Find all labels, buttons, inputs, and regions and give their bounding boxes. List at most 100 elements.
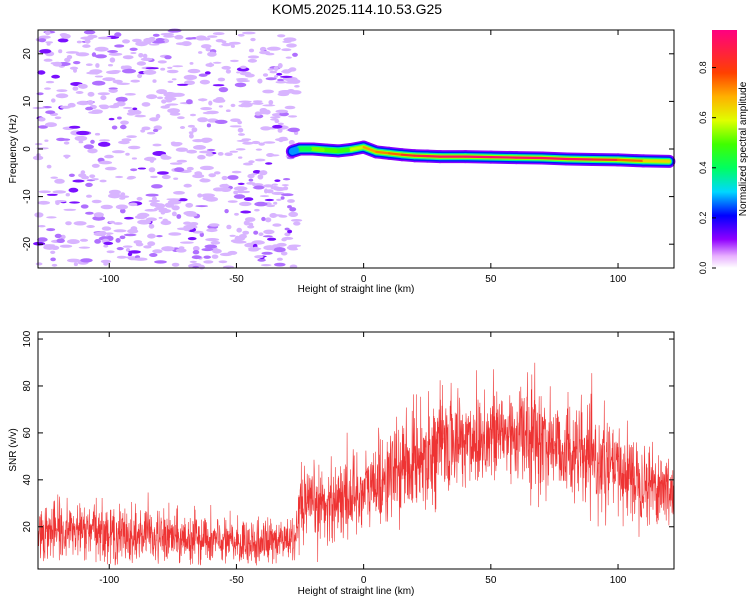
noise-blob: [263, 184, 274, 188]
x-tick-label: 100: [610, 274, 627, 285]
noise-blob: [254, 201, 268, 207]
noise-blob: [143, 245, 152, 249]
noise-blob: [125, 152, 130, 156]
noise-blob: [267, 237, 277, 241]
noise-blob: [122, 245, 133, 248]
noise-blob: [236, 67, 250, 72]
noise-blob: [68, 173, 75, 177]
noise-blob: [205, 63, 215, 67]
y-tick-label: -20: [22, 237, 33, 252]
noise-blob: [108, 63, 113, 67]
noise-blob: [276, 72, 283, 76]
noise-blob: [122, 68, 136, 74]
noise-blob: [91, 199, 102, 204]
noise-blob: [156, 171, 169, 175]
noise-blob: [164, 96, 177, 101]
noise-blob: [225, 69, 231, 74]
noise-blob: [46, 164, 52, 169]
noise-blob: [171, 78, 177, 81]
noise-blob: [251, 101, 264, 105]
noise-blob: [166, 198, 181, 201]
x-tick-label: 0: [361, 575, 367, 586]
noise-blob: [271, 191, 285, 195]
noise-blob: [100, 204, 113, 210]
noise-blob: [77, 84, 86, 88]
noise-blob: [282, 77, 294, 81]
noise-blob: [237, 33, 245, 37]
noise-blob: [117, 116, 122, 120]
noise-blob: [86, 71, 100, 75]
noise-blob: [265, 162, 273, 165]
noise-blob: [280, 196, 285, 200]
noise-blob: [197, 154, 206, 160]
noise-blob: [166, 103, 179, 106]
noise-blob: [38, 225, 46, 228]
noise-blob: [189, 113, 197, 117]
noise-blob: [274, 75, 278, 78]
noise-blob: [95, 63, 100, 68]
noise-blob: [94, 54, 107, 59]
noise-blob: [78, 246, 91, 249]
noise-blob: [56, 89, 68, 92]
noise-blob: [160, 32, 175, 36]
snr-y-label: SNR (v/v): [8, 428, 19, 471]
noise-blob: [236, 227, 242, 233]
noise-blob: [212, 84, 225, 87]
noise-blob: [187, 82, 195, 85]
noise-blob: [187, 68, 201, 74]
y-tick-label: 20: [22, 48, 33, 60]
noise-blob: [293, 221, 301, 226]
noise-blob: [273, 201, 278, 205]
noise-blob: [175, 147, 188, 152]
noise-blob: [240, 210, 252, 214]
noise-blob: [197, 193, 203, 198]
noise-blob: [37, 200, 51, 205]
noise-blob: [145, 193, 159, 197]
noise-blob: [119, 235, 126, 240]
noise-blob: [146, 94, 158, 100]
noise-blob: [205, 152, 214, 157]
noise-blob: [230, 44, 235, 48]
noise-blob: [98, 104, 106, 108]
noise-blob: [258, 232, 264, 236]
noise-blob: [248, 160, 255, 164]
y-tick-label: 60: [22, 427, 33, 439]
noise-blob: [137, 167, 147, 170]
noise-blob: [211, 254, 219, 259]
noise-blob: [46, 216, 57, 219]
noise-blob: [136, 61, 147, 66]
signal-segment: [337, 148, 352, 152]
noise-blob: [127, 252, 133, 257]
noise-blob: [94, 75, 104, 78]
noise-blob: [253, 230, 259, 235]
noise-blob: [294, 85, 300, 88]
colorbar-tick-label: 0.2: [698, 212, 708, 225]
noise-blob: [161, 246, 175, 252]
noise-blob: [206, 123, 211, 128]
noise-blob: [197, 98, 208, 102]
noise-blob: [46, 193, 58, 196]
noise-blob: [280, 251, 288, 256]
noise-blob: [219, 183, 230, 188]
noise-blob: [192, 246, 200, 251]
noise-blob: [108, 193, 122, 199]
noise-blob: [239, 201, 252, 207]
signal-segment: [566, 157, 594, 161]
noise-blob: [148, 43, 160, 46]
snr-x-label: Height of straight line (km): [298, 586, 415, 597]
noise-blob: [277, 63, 283, 69]
noise-blob: [174, 34, 184, 40]
noise-blob: [189, 62, 194, 65]
signal-segment: [464, 155, 492, 159]
noise-blob: [141, 126, 151, 131]
noise-blob: [91, 163, 100, 168]
noise-blob: [61, 138, 71, 141]
noise-blob: [235, 235, 240, 240]
snr-x-ticks: -100 -50 0 50 100: [99, 332, 627, 586]
noise-blob: [272, 124, 283, 129]
noise-blob: [103, 241, 114, 245]
noise-blob: [149, 117, 159, 122]
noise-blob: [188, 131, 194, 135]
noise-blob: [264, 188, 268, 194]
noise-blob: [271, 183, 278, 186]
